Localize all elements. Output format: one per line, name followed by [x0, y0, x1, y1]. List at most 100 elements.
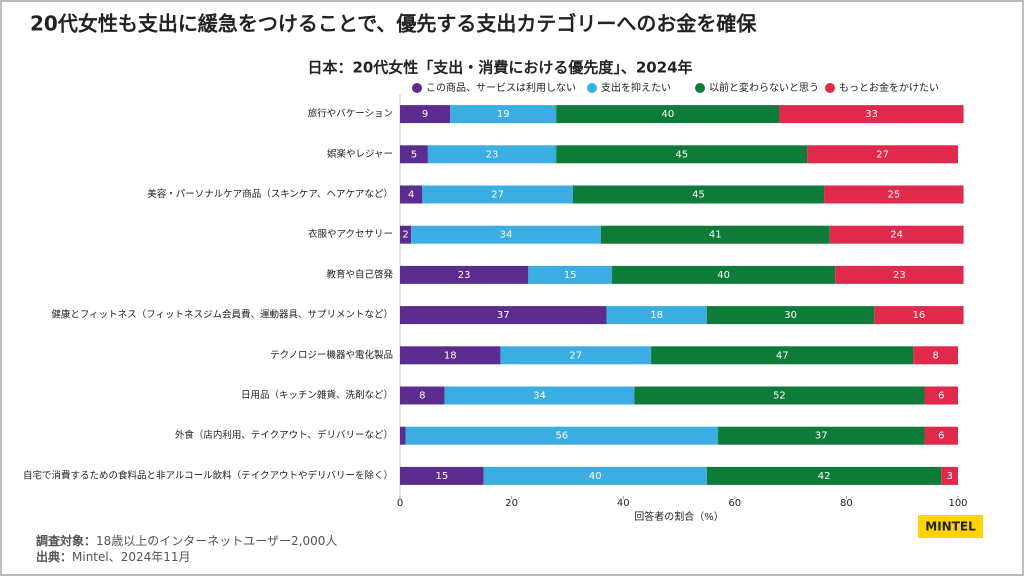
- y-tick-label: 美容・パーソナルケア商品（スキンケア、ヘアケアなど）: [147, 188, 393, 200]
- footnote-label: 出典：: [36, 549, 72, 564]
- y-tick-label: 衣服やアクセサリー: [308, 228, 393, 240]
- value-label: 8: [419, 391, 425, 402]
- bar-segment: [528, 265, 613, 284]
- legend-label: 支出を抑えたい: [601, 81, 671, 94]
- footnote-text: Mintel、2024年11月: [72, 550, 191, 564]
- bar-segment: [572, 185, 825, 204]
- value-label: 18: [444, 350, 457, 361]
- y-tick-label: 日用品（キッチン雑貨、洗剤など）: [241, 389, 393, 401]
- value-label: 34: [500, 230, 513, 241]
- bar-segment: [706, 306, 875, 325]
- value-label: 30: [784, 310, 797, 321]
- value-label: 41: [709, 230, 722, 241]
- bar-segment: [913, 346, 958, 365]
- bar-segment: [400, 105, 451, 124]
- bar-segment: [651, 346, 914, 365]
- legend-label: 以前と変わらないと思う: [709, 81, 819, 94]
- value-label: 25: [887, 190, 900, 201]
- x-axis-label: 回答者の割合（%）: [634, 510, 724, 523]
- value-label: 42: [818, 471, 831, 482]
- value-label: 5: [411, 149, 417, 160]
- bar-segment: [556, 105, 780, 124]
- bar-segment: [400, 346, 501, 365]
- bar-segment: [718, 426, 925, 445]
- footnote-text: 18歳以上のインターネットユーザー2,000人: [96, 534, 337, 548]
- bar-segment: [483, 466, 707, 485]
- bar-segment: [612, 265, 836, 284]
- bar-segment: [829, 225, 964, 244]
- value-label: 18: [650, 310, 663, 321]
- bar-segment: [400, 145, 428, 164]
- value-label: 37: [497, 310, 510, 321]
- legend-label: この商品、サービスは利用しない: [426, 81, 576, 94]
- legend-label: もっとお金をかけたい: [839, 81, 939, 94]
- x-tick-label: 0: [397, 498, 403, 509]
- bar-segment: [400, 265, 529, 284]
- x-tick-label: 20: [505, 498, 518, 509]
- logo-box: [918, 515, 983, 538]
- value-label: 34: [533, 391, 546, 402]
- bar-segment: [874, 306, 964, 325]
- bar-segment: [411, 225, 601, 244]
- bar-segment: [924, 386, 958, 405]
- headline: 20代女性も支出に緩急をつけることで、優先する支出カテゴリーへのお金を確保: [30, 12, 757, 36]
- value-label: 47: [776, 350, 789, 361]
- value-label: 16: [913, 310, 926, 321]
- value-label: 15: [435, 471, 448, 482]
- value-label: 56: [555, 431, 568, 442]
- chart-title: 日本：20代女性「支出・消費における優先度」、2024年: [307, 59, 692, 77]
- x-tick-label: 80: [840, 498, 853, 509]
- bar-segment: [941, 466, 958, 485]
- bar-segment: [400, 466, 484, 485]
- bar-segment: [835, 265, 964, 284]
- value-label: 9: [422, 109, 428, 120]
- value-label: 4: [408, 190, 414, 201]
- value-label: 40: [717, 270, 730, 281]
- footnote: 出典：Mintel、2024年11月: [36, 549, 191, 564]
- bar-segment: [400, 225, 412, 244]
- bar-segment: [400, 426, 406, 445]
- bar-segment: [807, 145, 958, 164]
- legend-swatch: [825, 83, 835, 93]
- value-label: 19: [497, 109, 510, 120]
- legend-swatch: [695, 83, 705, 93]
- value-label: 6: [938, 391, 944, 402]
- value-label: 27: [876, 149, 889, 160]
- value-label: 23: [486, 149, 499, 160]
- x-tick-label: 60: [728, 498, 741, 509]
- value-label: 6: [938, 431, 944, 442]
- logo: MINTEL: [925, 520, 976, 534]
- value-label: 52: [773, 391, 786, 402]
- y-tick-label: 自宅で消費するための食料品と非アルコール飲料（テイクアウトやデリバリーを除く）: [23, 469, 393, 481]
- value-label: 27: [569, 350, 582, 361]
- bar-segment: [706, 466, 942, 485]
- value-label: 2: [402, 230, 408, 241]
- value-label: 3: [946, 471, 952, 482]
- bar-segment: [450, 105, 557, 124]
- legend-swatch: [412, 83, 422, 93]
- bar-segment: [779, 105, 964, 124]
- bar-segment: [824, 185, 964, 204]
- y-tick-label: 健康とフィットネス（フィットネスジム会員費、運動器具、サプリメントなど）: [51, 309, 393, 321]
- legend-swatch: [587, 83, 597, 93]
- bar-segment: [634, 386, 925, 405]
- y-tick-label: テクノロジー機器や電化製品: [270, 349, 393, 361]
- bar-segment: [444, 386, 635, 405]
- bar-segment: [606, 306, 707, 325]
- value-label: 45: [675, 149, 688, 160]
- bar-segment: [422, 185, 573, 204]
- y-tick-label: 旅行やバケーション: [308, 108, 393, 120]
- value-label: 24: [890, 230, 903, 241]
- value-label: 23: [893, 270, 906, 281]
- bar-segment: [400, 386, 445, 405]
- x-tick-label: 100: [948, 498, 967, 509]
- value-label: 33: [865, 109, 878, 120]
- bar-segment: [400, 185, 423, 204]
- bar-segment: [400, 306, 607, 325]
- bar-segment: [500, 346, 652, 365]
- value-label: 27: [491, 190, 504, 201]
- value-label: 15: [564, 270, 577, 281]
- bar-segment: [924, 426, 958, 445]
